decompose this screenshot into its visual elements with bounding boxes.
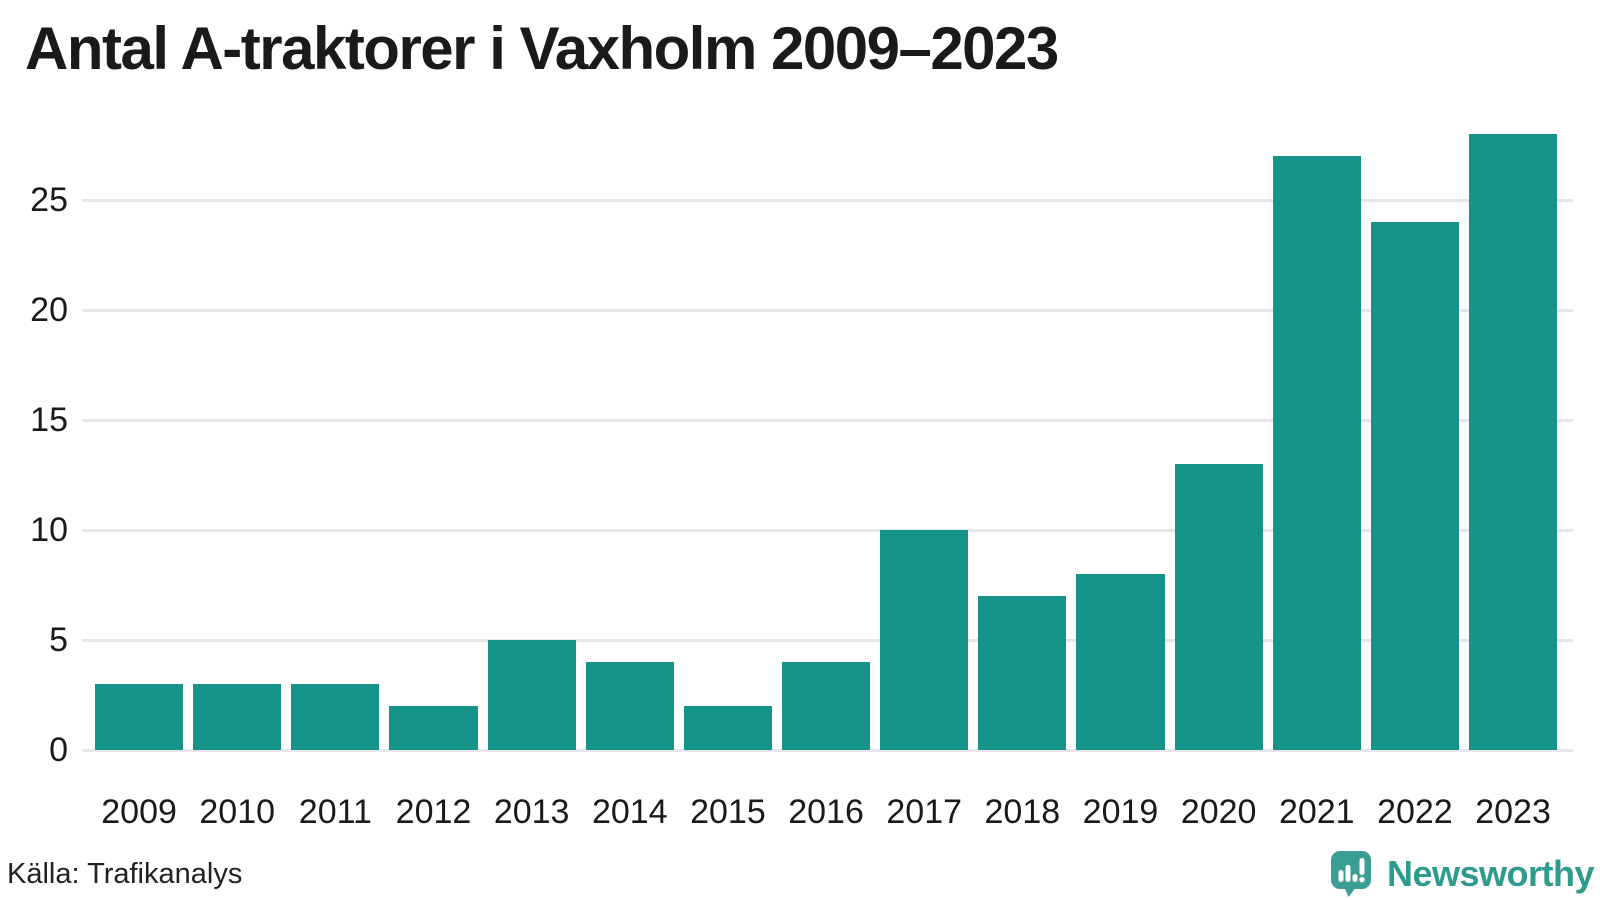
bars-layer: [95, 134, 1558, 750]
y-tick-label-10: 10: [30, 511, 68, 549]
bar-2020: [1174, 464, 1263, 750]
x-axis-labels: 2009 2010 2011 2012 2013 2014 2015 2016 2017 2018…: [95, 790, 1557, 834]
bar-2012: [389, 706, 478, 750]
x-tick-label-2021: 2021: [1278, 792, 1355, 831]
bar-2018: [978, 596, 1067, 750]
x-tick-label-2023: 2023: [1475, 792, 1551, 831]
newsworthy-logo-icon: [1330, 850, 1371, 897]
x-tick-label-2012: 2012: [395, 792, 472, 831]
gridline-0: [82, 748, 1573, 752]
gridline-15: [82, 418, 1573, 422]
x-tick-label-2022: 2022: [1377, 792, 1453, 831]
bar-2011: [291, 684, 380, 750]
bar-2019: [1076, 574, 1165, 750]
y-tick-label-15: 15: [30, 401, 68, 439]
gridline-10: [82, 528, 1573, 532]
bar-2010: [193, 684, 282, 750]
x-tick-label-2014: 2014: [591, 792, 668, 831]
y-tick-label-5: 5: [49, 621, 68, 659]
bar-2021: [1272, 156, 1361, 750]
bar-2023: [1468, 134, 1558, 750]
y-tick-label-25: 25: [30, 181, 68, 219]
gridline-20: [82, 308, 1573, 312]
gridline-5: [82, 638, 1573, 642]
bar-2014: [585, 662, 674, 750]
x-tick-label-2013: 2013: [493, 792, 570, 831]
footer: Källa: Trafikanalys Newsworthy: [7, 846, 1595, 900]
bar-2013: [487, 640, 576, 750]
newsworthy-wordmark: Newsworthy: [1386, 853, 1595, 894]
bar-2015: [683, 706, 772, 750]
bar-2009: [95, 684, 184, 750]
gridline-25: [82, 198, 1573, 202]
brand-lockup: Newsworthy: [1330, 850, 1595, 898]
x-tick-label-2020: 2020: [1180, 792, 1257, 831]
bar-2017: [880, 530, 969, 750]
plot-area: 0 5 10 15 20 25: [30, 134, 1573, 767]
x-tick-label-2019: 2019: [1082, 792, 1159, 831]
x-tick-label-2016: 2016: [788, 792, 864, 831]
x-tick-label-2009: 2009: [101, 792, 177, 831]
x-tick-label-2011: 2011: [298, 792, 372, 831]
bar-2016: [781, 662, 871, 750]
x-tick-label-2010: 2010: [199, 792, 276, 831]
x-tick-label-2017: 2017: [886, 792, 963, 831]
chart-title: Antal A-traktorer i Vaxholm 2009–2023: [25, 15, 1059, 82]
x-tick-label-2018: 2018: [984, 792, 1061, 831]
x-tick-label-2015: 2015: [690, 792, 766, 831]
bar-2022: [1370, 222, 1459, 750]
y-tick-label-0: 0: [49, 731, 68, 769]
y-tick-label-20: 20: [30, 291, 68, 329]
source-caption: Källa: Trafikanalys: [7, 857, 243, 890]
